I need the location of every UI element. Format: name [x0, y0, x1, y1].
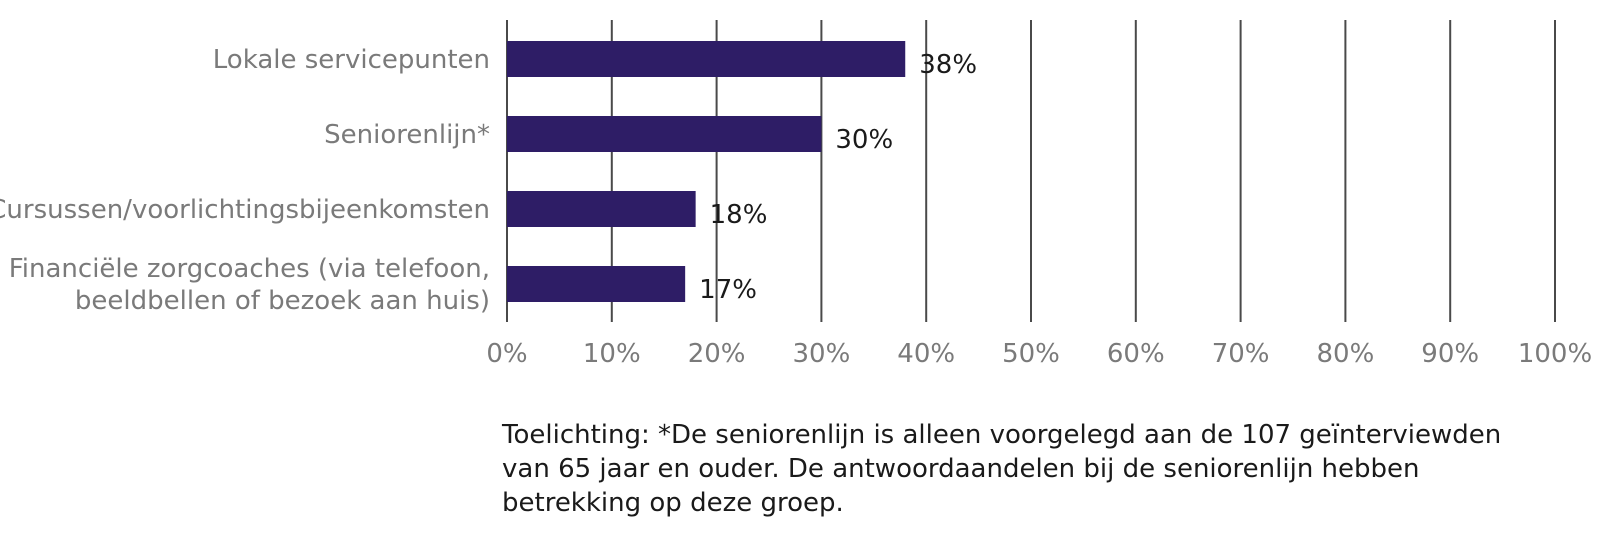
bar	[507, 41, 906, 77]
category-label: Lokale servicepunten	[213, 45, 490, 75]
bars	[507, 41, 906, 302]
x-tick-label: 60%	[1107, 339, 1165, 369]
category-label: Seniorenlijn*	[324, 120, 490, 150]
bar	[507, 266, 686, 302]
category-labels: Lokale servicepunten Seniorenlijn* Cursuss…	[0, 45, 490, 316]
bar-chart: 38% 30% 18% 17% Lokale servicepunten Seniore…	[0, 20, 1592, 369]
bar	[507, 191, 696, 227]
x-tick-label: 90%	[1421, 339, 1479, 369]
x-axis-tick-labels: 0% 10% 20% 30% 40% 50% 60% 70% 80% 90% 100%	[486, 339, 1592, 369]
footnote-line-3: betrekking op deze groep.	[502, 488, 844, 518]
x-tick-label: 50%	[1002, 339, 1060, 369]
value-label: 18%	[710, 200, 768, 230]
x-tick-label: 70%	[1212, 339, 1270, 369]
value-labels: 38% 30% 18% 17%	[699, 50, 977, 305]
value-label: 30%	[835, 125, 893, 155]
x-tick-label: 30%	[793, 339, 851, 369]
category-label: beeldbellen of bezoek aan huis)	[75, 286, 490, 316]
value-label: 38%	[919, 50, 977, 80]
x-tick-label: 40%	[897, 339, 955, 369]
category-label: Cursussen/voorlichtingsbijeenkomsten	[0, 195, 490, 225]
x-tick-label: 0%	[486, 339, 527, 369]
x-tick-label: 80%	[1317, 339, 1375, 369]
footnote-line-2: van 65 jaar en ouder. De antwoordaandele…	[502, 454, 1420, 484]
category-label: Financiële zorgcoaches (via telefoon,	[9, 254, 490, 284]
chart-footnote: Toelichting: *De seniorenlijn is alleen …	[502, 418, 1542, 520]
value-label: 17%	[699, 275, 757, 305]
footnote-line-1: Toelichting: *De seniorenlijn is alleen …	[502, 420, 1502, 450]
x-tick-label: 10%	[583, 339, 641, 369]
x-tick-label: 20%	[688, 339, 746, 369]
bar	[507, 116, 822, 152]
x-tick-label: 100%	[1518, 339, 1592, 369]
